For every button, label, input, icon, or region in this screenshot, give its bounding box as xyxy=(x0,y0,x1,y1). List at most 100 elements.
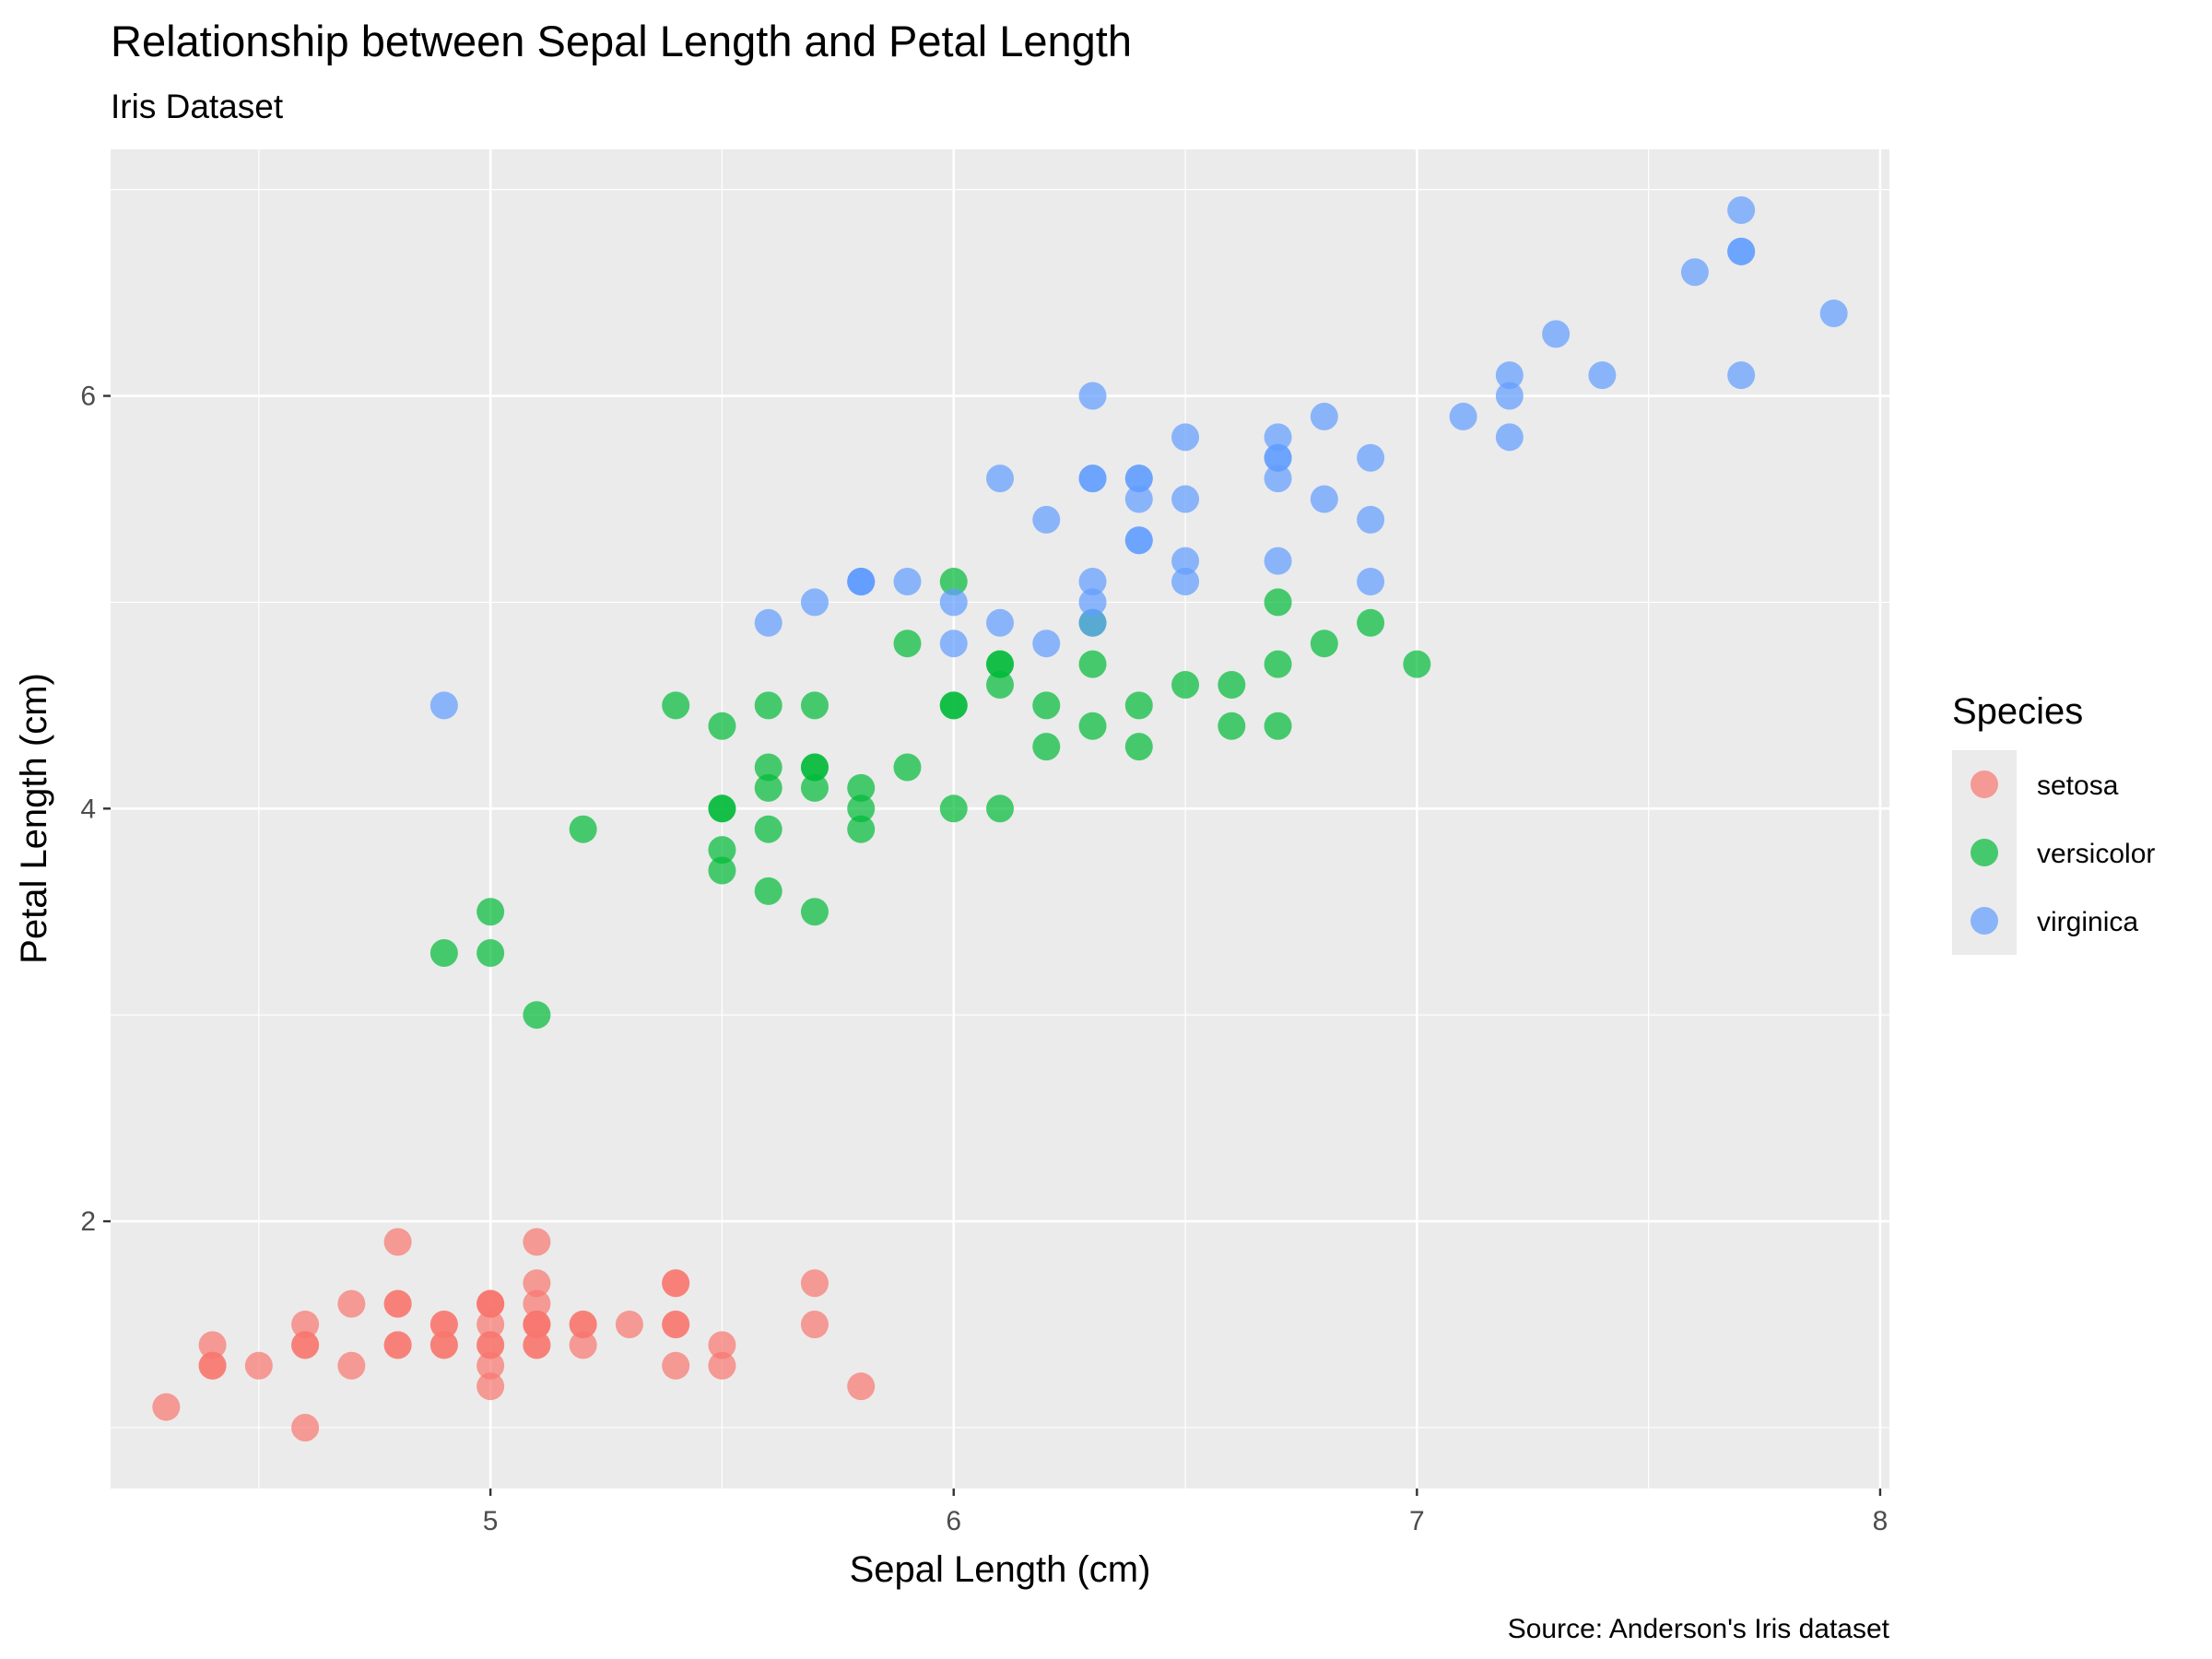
data-point-virginica xyxy=(1264,443,1292,472)
data-point-versicolor xyxy=(754,773,782,802)
legend-title: Species xyxy=(1952,691,2083,732)
data-point-virginica xyxy=(1264,423,1292,452)
data-point-setosa xyxy=(429,1331,458,1359)
chart-title: Relationship between Sepal Length and Pe… xyxy=(111,17,1132,65)
data-point-virginica xyxy=(1727,361,1756,390)
data-point-virginica xyxy=(1171,423,1200,452)
data-point-versicolor xyxy=(800,898,829,926)
data-point-virginica xyxy=(800,588,829,617)
data-point-versicolor xyxy=(708,712,736,740)
data-point-virginica xyxy=(1310,402,1338,430)
data-point-versicolor xyxy=(708,856,736,885)
data-point-setosa xyxy=(523,1228,551,1256)
data-point-virginica xyxy=(1495,361,1524,390)
data-point-versicolor xyxy=(477,939,505,968)
data-point-setosa xyxy=(569,1331,597,1359)
data-point-versicolor xyxy=(847,773,876,802)
data-point-versicolor xyxy=(800,773,829,802)
data-point-virginica xyxy=(1588,361,1617,390)
data-point-versicolor xyxy=(1032,733,1061,761)
data-point-versicolor xyxy=(847,815,876,843)
data-point-setosa xyxy=(523,1269,551,1298)
data-point-versicolor xyxy=(1124,733,1153,761)
chart-subtitle: Iris Dataset xyxy=(111,88,284,125)
data-point-setosa xyxy=(523,1331,551,1359)
legend-symbol-versicolor xyxy=(1971,839,1998,866)
data-point-setosa xyxy=(662,1351,690,1380)
data-point-virginica xyxy=(429,691,458,720)
data-point-setosa xyxy=(429,1311,458,1339)
x-axis-title: Sepal Length (cm) xyxy=(850,1549,1151,1590)
data-point-versicolor xyxy=(986,794,1014,823)
data-point-versicolor xyxy=(893,753,922,782)
data-point-setosa xyxy=(383,1289,412,1318)
data-point-versicolor xyxy=(1310,629,1338,658)
data-point-setosa xyxy=(152,1393,181,1421)
data-point-versicolor xyxy=(893,629,922,658)
data-point-virginica xyxy=(939,588,968,617)
data-point-virginica xyxy=(1078,588,1107,617)
data-point-versicolor xyxy=(939,568,968,596)
data-point-setosa xyxy=(569,1311,597,1339)
data-point-versicolor xyxy=(569,815,597,843)
y-tick-label: 2 xyxy=(80,1206,96,1237)
data-point-virginica xyxy=(1449,402,1477,430)
data-point-virginica xyxy=(1171,568,1200,596)
data-point-virginica xyxy=(1124,526,1153,555)
y-tick-label: 6 xyxy=(80,382,96,412)
data-point-setosa xyxy=(523,1311,551,1339)
data-point-setosa xyxy=(383,1228,412,1256)
legend-label-versicolor: versicolor xyxy=(2037,839,2155,869)
data-point-setosa xyxy=(477,1311,505,1339)
data-point-versicolor xyxy=(754,753,782,782)
y-tick-label: 4 xyxy=(80,794,96,824)
data-point-setosa xyxy=(291,1311,320,1339)
data-point-versicolor xyxy=(1218,670,1246,699)
data-point-setosa xyxy=(615,1311,643,1339)
data-point-virginica xyxy=(754,608,782,637)
legend: Species setosa versicolor virginica xyxy=(1952,691,2155,955)
legend-symbol-virginica xyxy=(1971,907,1998,935)
data-point-virginica xyxy=(893,568,922,596)
data-point-virginica xyxy=(1171,485,1200,513)
data-point-versicolor xyxy=(1124,691,1153,720)
data-point-versicolor xyxy=(477,898,505,926)
data-point-versicolor xyxy=(986,670,1014,699)
data-point-versicolor xyxy=(708,794,736,823)
chart-caption: Source: Anderson's Iris dataset xyxy=(1508,1614,1890,1644)
data-point-versicolor xyxy=(754,815,782,843)
data-point-setosa xyxy=(244,1351,273,1380)
data-point-versicolor xyxy=(1357,608,1385,637)
data-point-virginica xyxy=(1495,382,1524,410)
data-point-setosa xyxy=(662,1311,690,1339)
data-point-virginica xyxy=(1032,505,1061,534)
data-point-versicolor xyxy=(708,836,736,865)
data-point-virginica xyxy=(1032,629,1061,658)
data-point-virginica xyxy=(1078,568,1107,596)
data-point-versicolor xyxy=(1264,650,1292,678)
data-point-versicolor xyxy=(523,1001,551,1030)
data-point-versicolor xyxy=(1218,712,1246,740)
data-point-virginica xyxy=(1124,465,1153,493)
data-point-versicolor xyxy=(1078,650,1107,678)
data-point-versicolor xyxy=(1264,588,1292,617)
data-point-virginica xyxy=(1727,196,1756,225)
legend-items: setosa versicolor virginica xyxy=(1952,750,2155,955)
data-point-setosa xyxy=(291,1413,320,1441)
x-tick-label: 8 xyxy=(1873,1506,1888,1536)
data-point-setosa xyxy=(198,1331,227,1359)
data-points xyxy=(152,196,1848,1441)
data-point-virginica xyxy=(1310,485,1338,513)
data-point-virginica xyxy=(1357,568,1385,596)
data-point-virginica xyxy=(939,629,968,658)
data-point-virginica xyxy=(1542,320,1571,348)
data-point-versicolor xyxy=(1078,712,1107,740)
legend-symbol-setosa xyxy=(1971,771,1998,798)
data-point-setosa xyxy=(291,1331,320,1359)
data-point-setosa xyxy=(477,1289,505,1318)
data-point-setosa xyxy=(523,1289,551,1318)
legend-label-virginica: virginica xyxy=(2037,907,2138,937)
data-point-versicolor xyxy=(800,691,829,720)
data-point-virginica xyxy=(1819,299,1848,327)
